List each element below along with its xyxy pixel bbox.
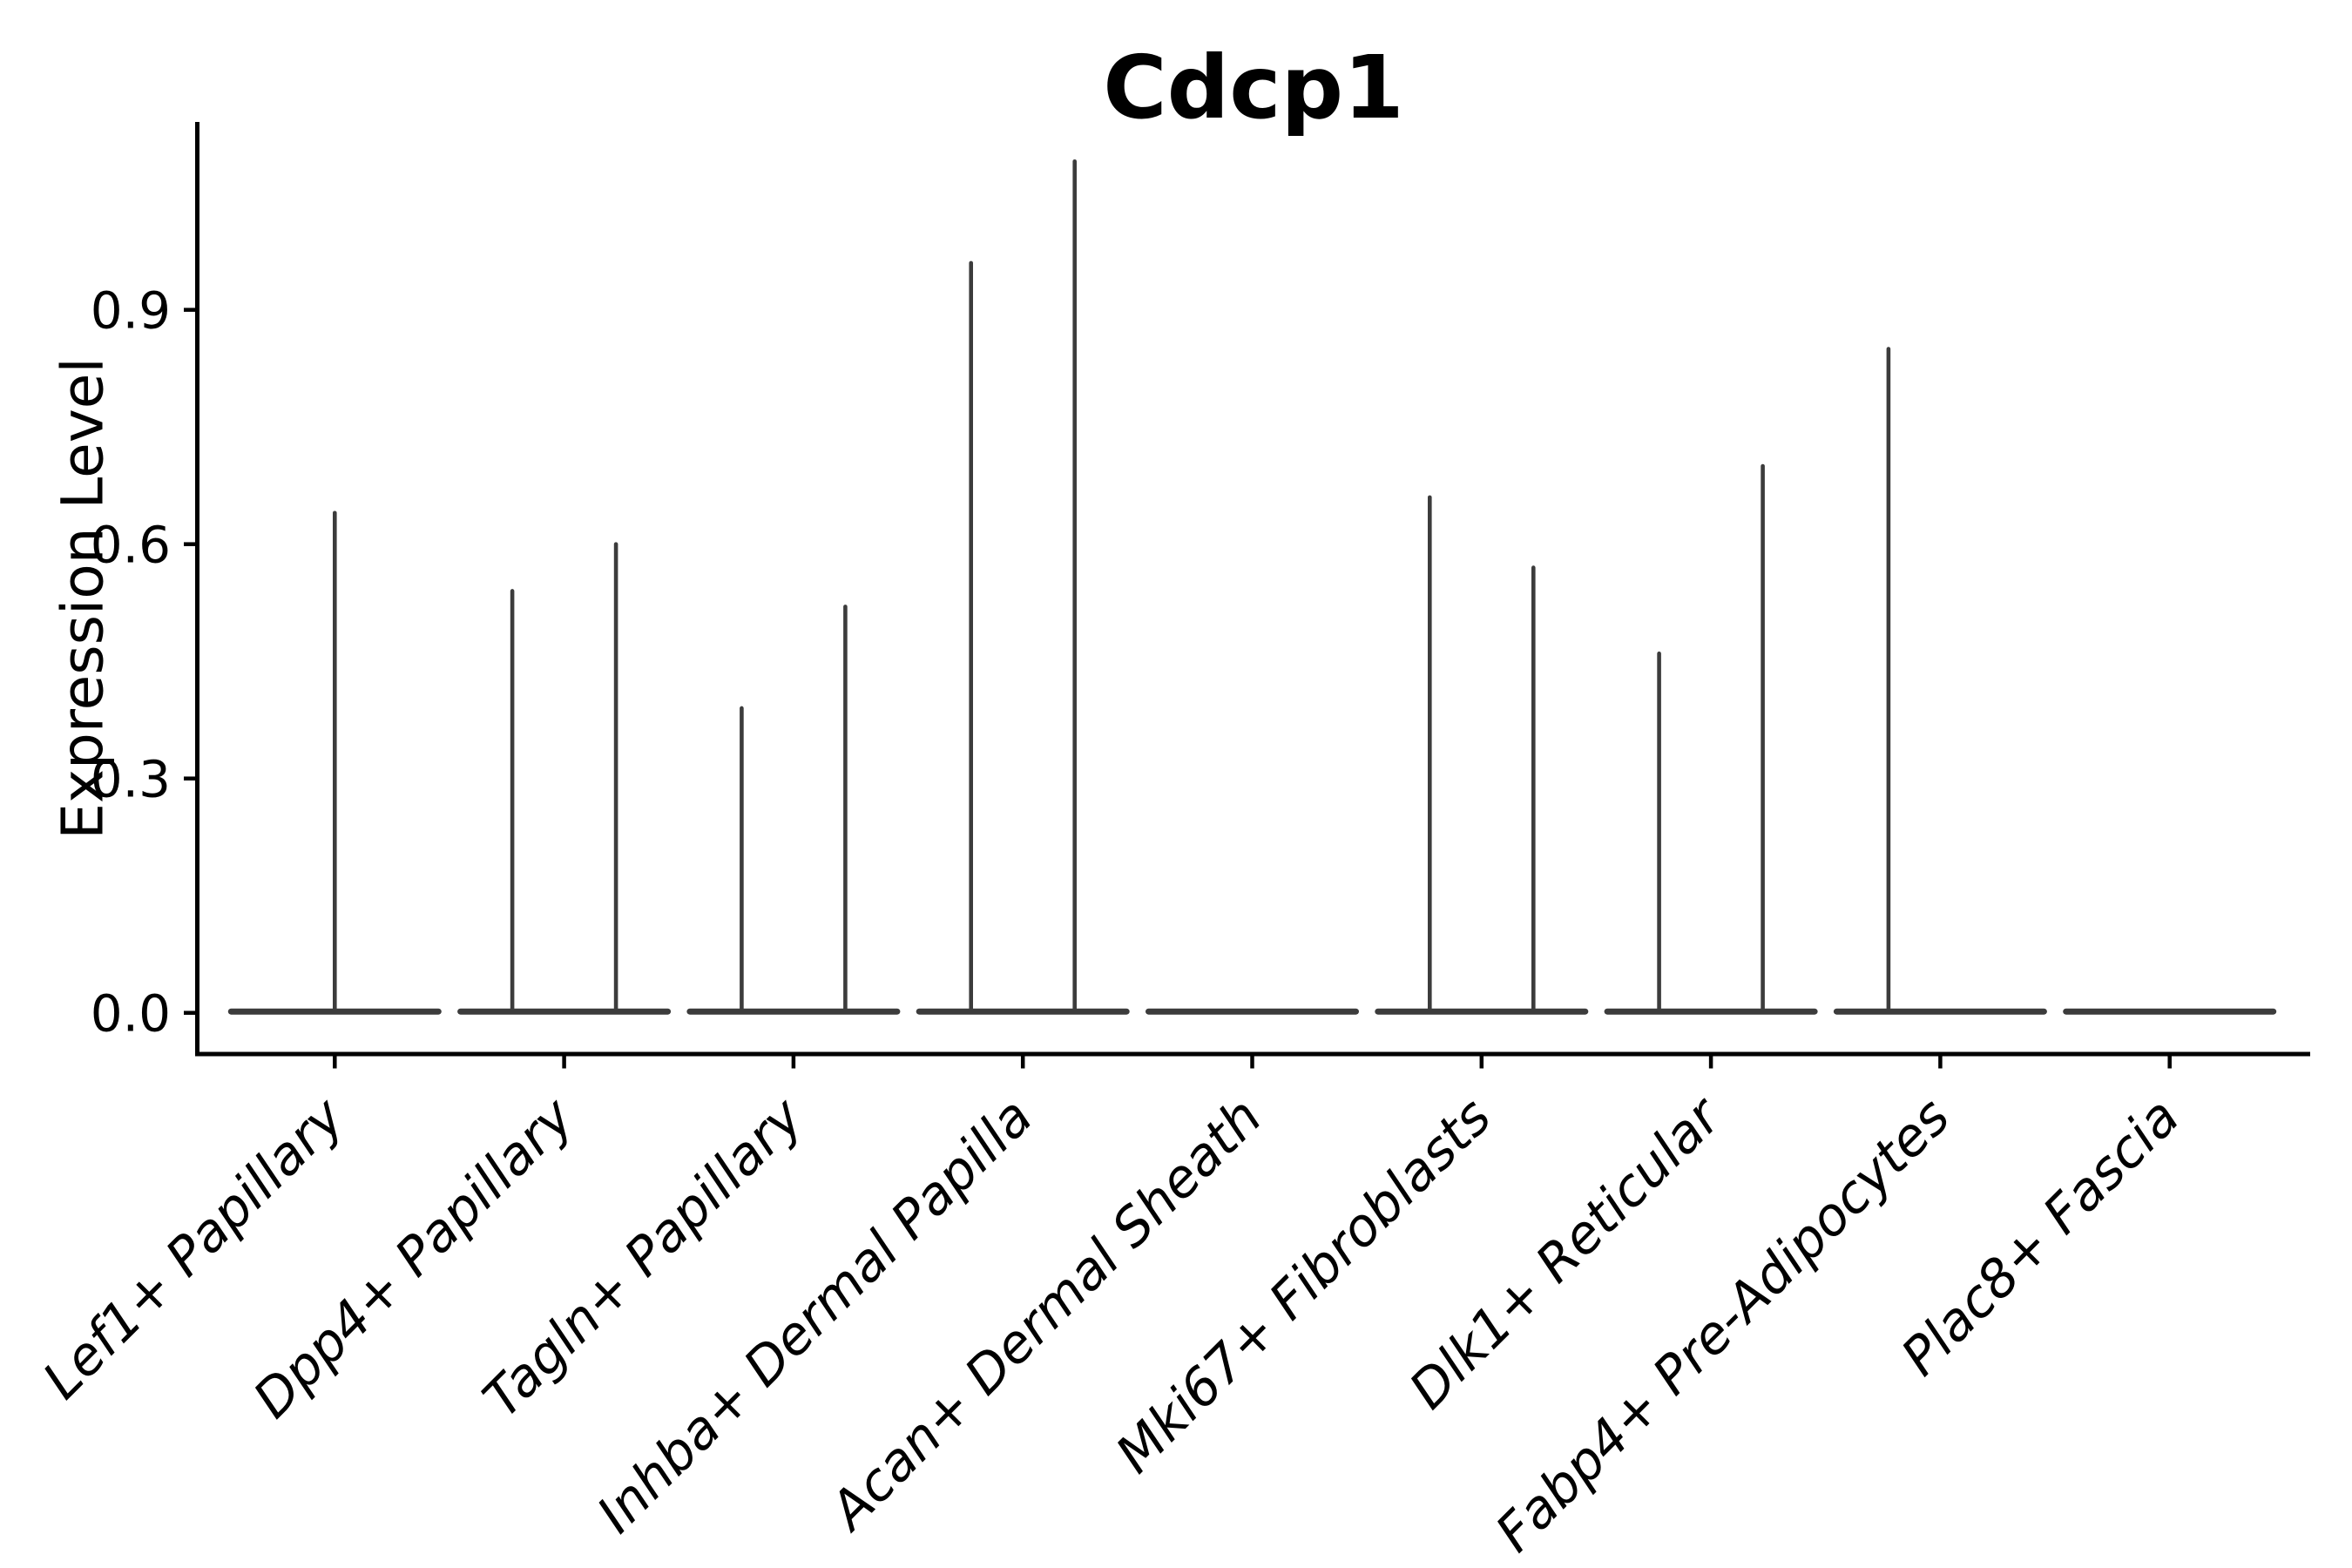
x-tick-label: Inhba+ Dermal Papilla [585, 1086, 1044, 1544]
x-tick-label: Acan+ Dermal Sheath [816, 1086, 1274, 1544]
x-tick-label: Mki67+ Fibroblasts [1105, 1086, 1504, 1485]
y-tick-label: 0.9 [91, 281, 171, 341]
x-tick-label: Fabp4+ Pre-Adipocytes [1484, 1086, 1962, 1564]
chart-title: Cdcp1 [1103, 37, 1404, 139]
y-tick-label: 0.0 [91, 984, 171, 1044]
y-tick-label: 0.3 [91, 750, 171, 809]
y-tick-label: 0.6 [91, 516, 171, 575]
